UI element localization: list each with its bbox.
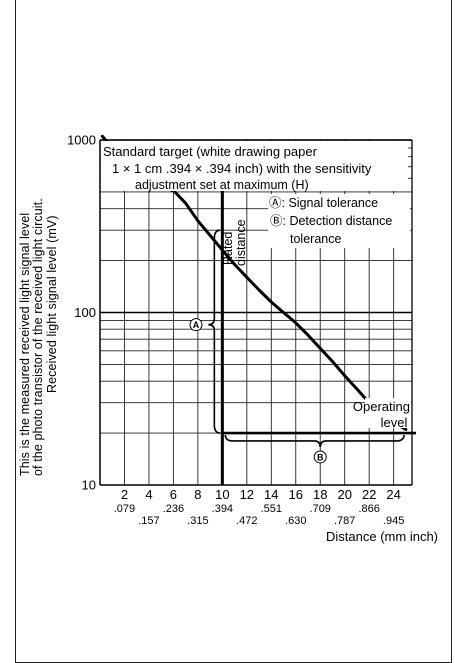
x-tick-label-inch: .945: [383, 515, 404, 527]
data-point: [319, 347, 322, 350]
x-tick-label-mm: 2: [121, 487, 128, 502]
x-axis-label: Distance (mm inch): [326, 529, 438, 544]
annotation-target-line-2: 1 × 1 cm .394 × .394 inch) with the sens…: [112, 161, 372, 176]
legend-detection-tolerance-1: Ⓑ: Detection distance: [270, 214, 392, 228]
x-tick-label-mm: 20: [337, 487, 351, 502]
x-tick-label-inch: .157: [138, 515, 159, 527]
x-tick-label-mm: 24: [386, 487, 400, 502]
marker-a-label: A: [193, 320, 200, 330]
data-point: [184, 202, 187, 205]
y-tick-label: 1000: [67, 133, 96, 148]
operating-level-label-2: level: [381, 415, 408, 430]
data-point: [221, 249, 224, 252]
x-tick-label-inch: .394: [212, 503, 233, 515]
y-tick-label: 10: [82, 478, 96, 493]
data-point: [196, 219, 199, 222]
operating-level-backdrop: [365, 398, 411, 428]
x-tick-label-mm: 22: [362, 487, 376, 502]
x-tick-label-inch: .866: [358, 503, 379, 515]
x-tick-label-inch: .472: [236, 515, 257, 527]
data-point: [245, 276, 248, 279]
marker-b-circle: [313, 450, 327, 464]
y-tick-label: 100: [74, 305, 96, 320]
legend-detection-tolerance-2: tolerance: [290, 232, 341, 246]
data-point: [101, 135, 104, 138]
x-tick-label-mm: 10: [215, 487, 229, 502]
annotation-target-line-1: Standard target (white drawing paper: [103, 144, 318, 159]
x-tick-label-mm: 6: [170, 487, 177, 502]
x-tick-label-inch: .787: [334, 515, 355, 527]
data-point: [282, 311, 285, 314]
x-tick-label-inch: .236: [163, 503, 184, 515]
data-point: [233, 263, 236, 266]
data-point: [404, 428, 407, 431]
x-tick-label-mm: 8: [194, 487, 201, 502]
data-point: [257, 288, 261, 292]
x-tick-label-inch: .630: [285, 515, 306, 527]
x-tick-label-mm: 14: [264, 487, 278, 502]
x-tick-label-mm: 16: [289, 487, 303, 502]
data-point: [209, 234, 212, 237]
legend-backdrop: [268, 194, 410, 248]
data-point: [270, 300, 273, 304]
x-tick-label-inch: .709: [310, 503, 331, 515]
x-tick-label-mm: 4: [145, 487, 152, 502]
marker-a-circle: [189, 318, 203, 332]
x-tick-label-inch: .079: [114, 503, 135, 515]
x-tick-label-mm: 18: [313, 487, 327, 502]
data-point: [306, 333, 310, 337]
target-text-backdrop: [101, 141, 408, 191]
signal-tolerance-bracket: [208, 229, 221, 434]
data-point: [355, 387, 359, 391]
x-tick-label-inch: .315: [187, 515, 208, 527]
legend-signal-tolerance: Ⓐ: Signal tolerance: [269, 196, 378, 210]
x-tick-label-mm: 12: [240, 487, 254, 502]
data-point: [294, 321, 297, 325]
data-point: [343, 374, 346, 377]
x-tick-label-inch: .551: [261, 503, 282, 515]
operating-level-label-1: Operating: [353, 399, 410, 414]
rated-distance-label-2: distance: [234, 219, 248, 266]
data-point: [331, 360, 334, 363]
annotation-target-line-3: adjustment set at maximum (H): [135, 178, 309, 192]
detection-tolerance-bracket: [224, 434, 405, 448]
marker-b-label: B: [317, 452, 324, 462]
rated-distance-label-1: Rated: [221, 232, 235, 265]
